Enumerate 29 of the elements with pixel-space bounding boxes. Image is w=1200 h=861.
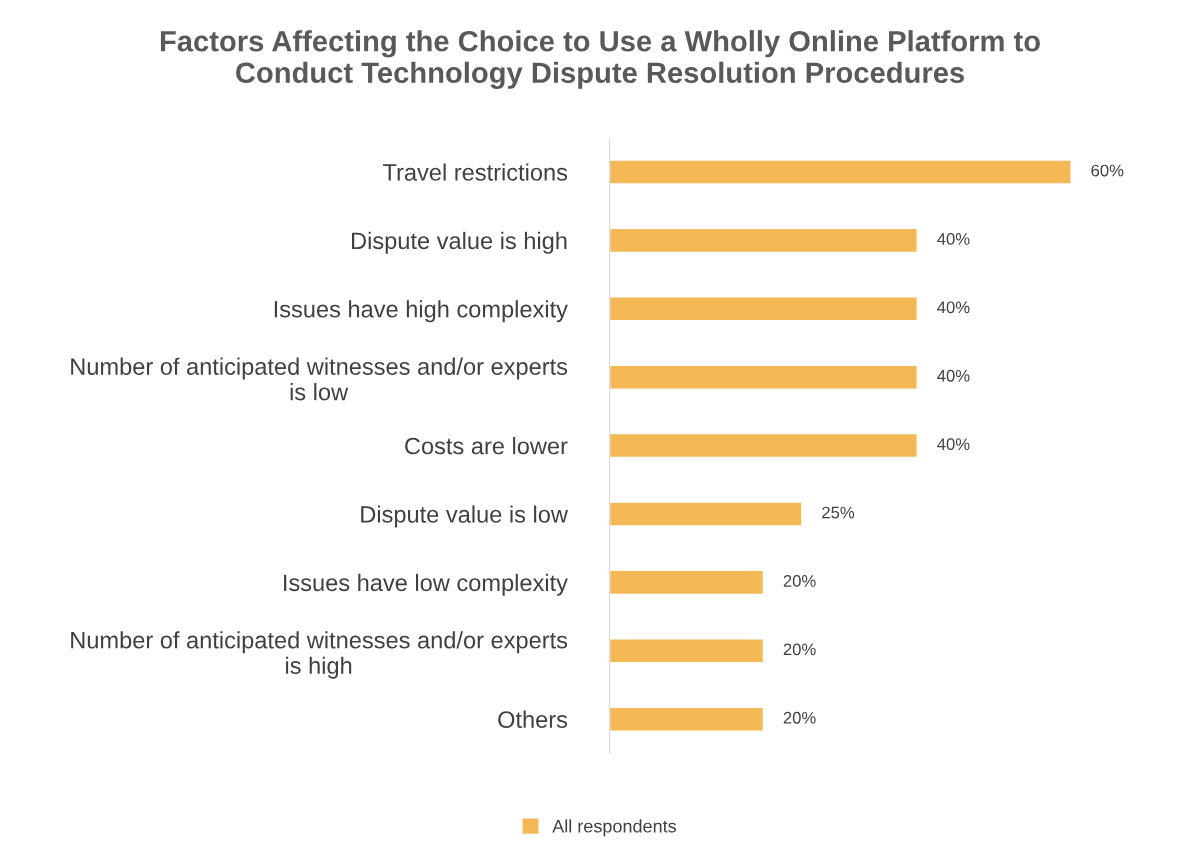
y-tick-label: Issues have low complexity <box>284 573 568 596</box>
data-label: 40% <box>937 233 970 245</box>
bar <box>609 364 918 390</box>
bar <box>609 227 918 254</box>
data-label: 40% <box>937 301 970 314</box>
y-tick-label: Issues have high complexity <box>274 300 568 323</box>
data-label: 40% <box>937 369 970 382</box>
bar <box>609 159 1072 185</box>
data-label: 60% <box>1091 164 1124 177</box>
bar <box>609 501 803 527</box>
y-tick-label: Others <box>498 710 568 728</box>
data-label: 25% <box>822 506 855 519</box>
chart-title: Factors Affecting the Choice to Use a Wholly Online Platform to Conduct Technology Dispute Resolution Procedures <box>160 30 1040 89</box>
y-tick-label: Travel restrictions <box>383 163 568 181</box>
y-tick-label: Costs are lower <box>405 437 568 455</box>
bar <box>609 296 918 322</box>
y-tick-label: Number of anticipated witnesses and/or experts is low <box>71 357 568 401</box>
data-label: 20% <box>783 711 816 724</box>
data-label: 20% <box>783 575 816 587</box>
bar <box>609 706 765 732</box>
y-tick-label: Dispute value is high <box>352 231 567 254</box>
legend-label: All respondents <box>552 819 677 837</box>
y-tick-label: Dispute value is low <box>361 505 568 528</box>
data-label: 40% <box>937 438 970 451</box>
bar <box>609 638 765 664</box>
y-tick-label: Number of anticipated witnesses and/or experts is high <box>71 631 568 679</box>
bar <box>609 432 918 459</box>
bar <box>609 569 765 596</box>
data-label: 20% <box>783 643 816 656</box>
